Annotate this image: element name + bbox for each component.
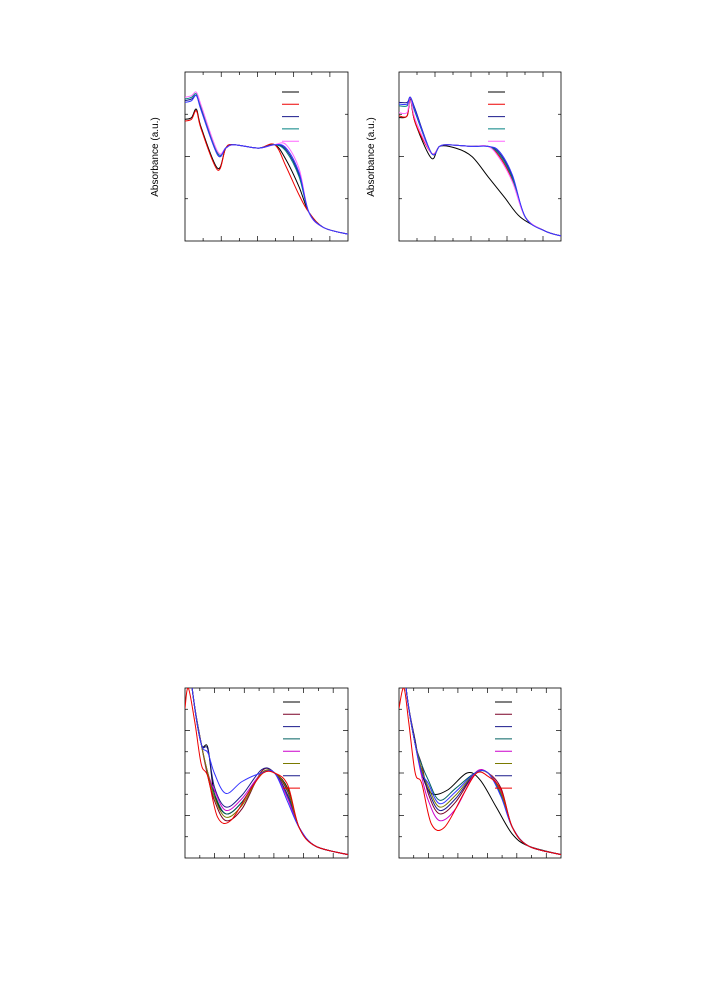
curve bbox=[185, 93, 348, 235]
plot-frame bbox=[184, 71, 349, 242]
curve bbox=[191, 688, 348, 856]
curve bbox=[399, 96, 561, 237]
curve bbox=[405, 688, 561, 856]
curve bbox=[191, 688, 348, 856]
curve bbox=[405, 688, 561, 856]
y-axis-label: Absorbance (a.u.) bbox=[366, 117, 377, 197]
curve bbox=[191, 688, 348, 856]
curve bbox=[185, 94, 348, 235]
curve bbox=[405, 688, 561, 856]
curve bbox=[399, 688, 561, 856]
plot-frame bbox=[184, 687, 349, 859]
curve bbox=[405, 688, 561, 856]
curve bbox=[191, 688, 348, 856]
curve bbox=[185, 688, 348, 856]
curve bbox=[185, 91, 348, 235]
curve bbox=[191, 688, 348, 856]
curve bbox=[405, 688, 561, 856]
y-axis-label: Absorbance (a.u.) bbox=[150, 117, 161, 197]
curve bbox=[405, 688, 561, 856]
curve bbox=[191, 688, 348, 856]
plot-frame bbox=[398, 71, 562, 242]
curve bbox=[191, 688, 348, 856]
curve bbox=[399, 98, 561, 237]
curve bbox=[185, 108, 348, 235]
curve bbox=[185, 94, 348, 235]
curve bbox=[405, 688, 561, 856]
